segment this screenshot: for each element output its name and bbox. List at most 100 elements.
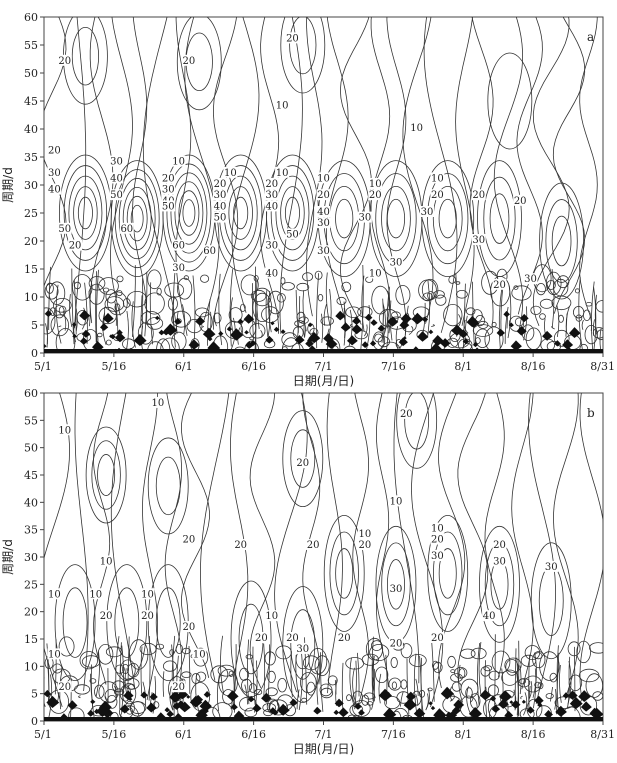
contour-loop bbox=[73, 186, 98, 240]
contour-loop bbox=[53, 297, 72, 313]
contour-label: 10 bbox=[317, 173, 330, 184]
contour-loop bbox=[455, 289, 468, 299]
contour-label-bg bbox=[471, 189, 486, 201]
dense-blob bbox=[445, 711, 453, 719]
dense-blob bbox=[177, 689, 189, 700]
contour-label-bg bbox=[357, 539, 372, 551]
contour-loop bbox=[97, 454, 116, 496]
x-tick-label: 8/1 bbox=[454, 728, 472, 741]
dense-blob bbox=[44, 344, 47, 348]
dense-blob bbox=[169, 690, 182, 703]
dense-blob bbox=[333, 709, 340, 715]
contour-line bbox=[149, 282, 153, 345]
contour-loop bbox=[74, 684, 91, 695]
contour-loop bbox=[114, 587, 140, 658]
contour-label-bg bbox=[57, 222, 72, 234]
dense-blob bbox=[110, 333, 116, 340]
contour-line bbox=[339, 17, 372, 325]
contour-label-bg bbox=[275, 99, 290, 111]
contour-line bbox=[532, 652, 537, 698]
dense-blob bbox=[273, 326, 280, 332]
contour-loop bbox=[352, 700, 371, 717]
contour-line bbox=[511, 689, 515, 699]
contour-line bbox=[306, 17, 323, 317]
contour-loop bbox=[523, 675, 542, 693]
contour-loop bbox=[228, 186, 253, 240]
panel-a: 2020201010203040502030405060102030405060… bbox=[1, 11, 615, 388]
contour-line bbox=[265, 290, 269, 337]
contour-loop bbox=[252, 292, 273, 322]
contour-loop bbox=[537, 682, 544, 690]
contour-loop bbox=[539, 298, 554, 309]
contour-line bbox=[458, 664, 463, 703]
contour-line bbox=[599, 327, 602, 350]
contour-line bbox=[520, 695, 523, 700]
dense-blob bbox=[218, 331, 224, 336]
x-tick-label: 5/1 bbox=[34, 360, 52, 373]
dense-blob bbox=[354, 702, 362, 710]
contour-loop bbox=[116, 275, 124, 283]
contour-line bbox=[431, 324, 435, 327]
contour-line bbox=[44, 393, 70, 708]
contour-loop bbox=[166, 163, 212, 263]
contour-loop bbox=[68, 175, 103, 251]
dense-blob bbox=[207, 336, 213, 342]
contour-loop bbox=[335, 548, 354, 599]
y-tick-label: 45 bbox=[24, 95, 38, 108]
dense-blob bbox=[521, 699, 526, 704]
contour-loop bbox=[130, 701, 145, 717]
x-tick-label: 8/31 bbox=[590, 728, 615, 741]
dense-blob bbox=[526, 706, 535, 714]
dense-blob bbox=[179, 701, 191, 713]
contour-loop bbox=[391, 681, 397, 690]
contour-label-bg bbox=[492, 539, 507, 551]
contour-line bbox=[593, 286, 597, 350]
contour-loop bbox=[530, 305, 542, 315]
contour-line bbox=[478, 641, 482, 697]
bottom-band bbox=[44, 717, 603, 721]
contour-label: 30 bbox=[296, 644, 309, 655]
contour-line bbox=[303, 317, 306, 338]
dense-blob bbox=[499, 690, 512, 703]
contour-line bbox=[125, 311, 129, 351]
contour-label: 20 bbox=[493, 280, 506, 291]
contour-label-bg bbox=[181, 621, 196, 633]
contour-loop bbox=[576, 640, 591, 664]
dense-blob bbox=[334, 698, 344, 708]
contour-line bbox=[550, 686, 553, 702]
contour-line bbox=[402, 17, 434, 324]
contour-label-bg bbox=[109, 189, 124, 201]
contour-loop bbox=[459, 648, 476, 659]
contour-line bbox=[529, 681, 533, 699]
contour-line bbox=[48, 674, 53, 719]
contour-label-bg bbox=[140, 610, 155, 622]
y-tick-label: 50 bbox=[24, 442, 38, 455]
dense-blob bbox=[230, 703, 238, 711]
contour-line bbox=[507, 285, 512, 339]
dense-blob bbox=[466, 315, 479, 328]
contour-label: 10 bbox=[48, 649, 61, 660]
contour-loop bbox=[335, 198, 354, 239]
contour-line bbox=[427, 280, 431, 335]
dense-blob bbox=[569, 327, 581, 338]
contour-loop bbox=[54, 564, 96, 681]
contour-line bbox=[95, 271, 97, 343]
contour-loop bbox=[122, 298, 131, 308]
dense-blob bbox=[79, 310, 91, 321]
y-tick-label: 25 bbox=[24, 578, 38, 591]
contour-label: 20 bbox=[183, 622, 196, 633]
contour-line bbox=[321, 313, 324, 343]
contour-label-bg bbox=[430, 632, 445, 643]
contour-line bbox=[188, 645, 191, 694]
dense-blob bbox=[511, 700, 521, 709]
contour-label-bg bbox=[161, 194, 176, 206]
contour-line bbox=[110, 393, 136, 689]
contour-loop bbox=[483, 665, 493, 672]
contour-loop bbox=[89, 678, 97, 684]
contour-loop bbox=[396, 393, 438, 469]
contour-label: 20 bbox=[255, 633, 268, 644]
contour-loop bbox=[105, 289, 117, 304]
contour-line bbox=[579, 393, 603, 698]
x-axis-title: 日期(月/日) bbox=[293, 374, 354, 388]
contour-label: 20 bbox=[141, 611, 154, 622]
